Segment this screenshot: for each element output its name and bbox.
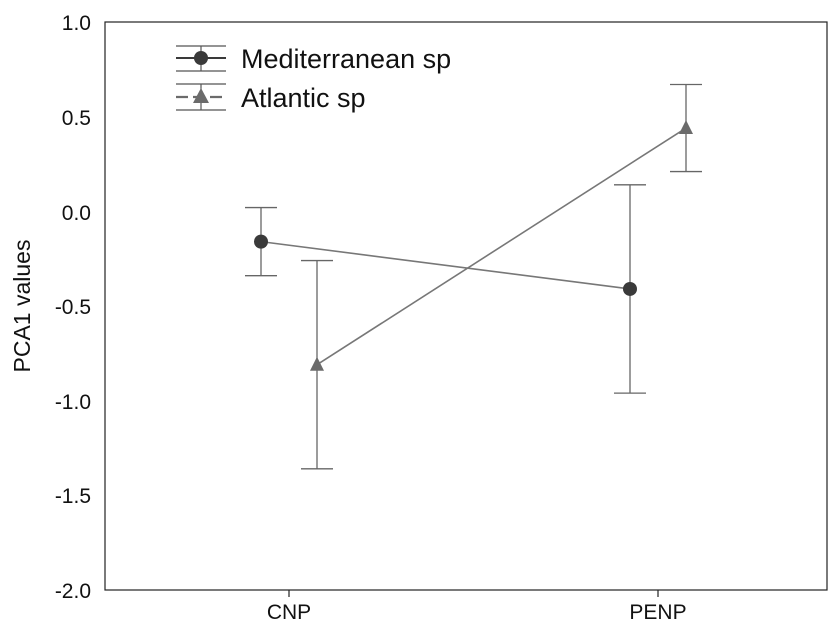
plot-area — [104, 21, 828, 591]
x-tick-label-penp: PENP — [629, 601, 686, 624]
x-axis: CNP PENP — [267, 590, 687, 624]
legend-marker-triangle — [193, 88, 209, 103]
y-tick-label-7: -2.0 — [55, 580, 91, 603]
mediterranean-point-0 — [254, 234, 268, 249]
mediterranean-series-line — [260, 240, 631, 290]
x-tick-label-cnp: CNP — [267, 601, 311, 624]
legend-label-mediterranean: Mediterranean sp — [241, 44, 451, 74]
y-tick-label-6: -1.5 — [55, 485, 91, 508]
legend-marker-circle — [194, 51, 208, 65]
legend: Mediterranean sp Atlantic sp — [176, 44, 451, 113]
atlantic-series-line — [316, 127, 687, 366]
plot-frame — [104, 21, 828, 591]
y-tick-label-4: -0.5 — [55, 296, 91, 319]
series-layer — [245, 83, 702, 470]
y-axis-title: PCA1 values — [9, 240, 35, 373]
y-tick-label-5: -1.0 — [55, 391, 91, 414]
legend-label-atlantic: Atlantic sp — [241, 83, 366, 113]
y-tick-label-1: 1.0 — [62, 12, 91, 35]
y-tick-label-2: 0.5 — [62, 107, 91, 130]
atlantic-point-0 — [310, 356, 324, 371]
legend-entry-mediterranean: Mediterranean sp — [176, 44, 451, 74]
atlantic-point-1 — [679, 120, 693, 135]
y-tick-label-3: 0.0 — [62, 202, 91, 225]
mediterranean-point-1 — [623, 281, 637, 296]
legend-entry-atlantic: Atlantic sp — [176, 83, 366, 113]
y-axis: 1.0 0.5 0.0 -0.5 -1.0 -1.5 -2.0 PCA1 val… — [9, 12, 91, 603]
